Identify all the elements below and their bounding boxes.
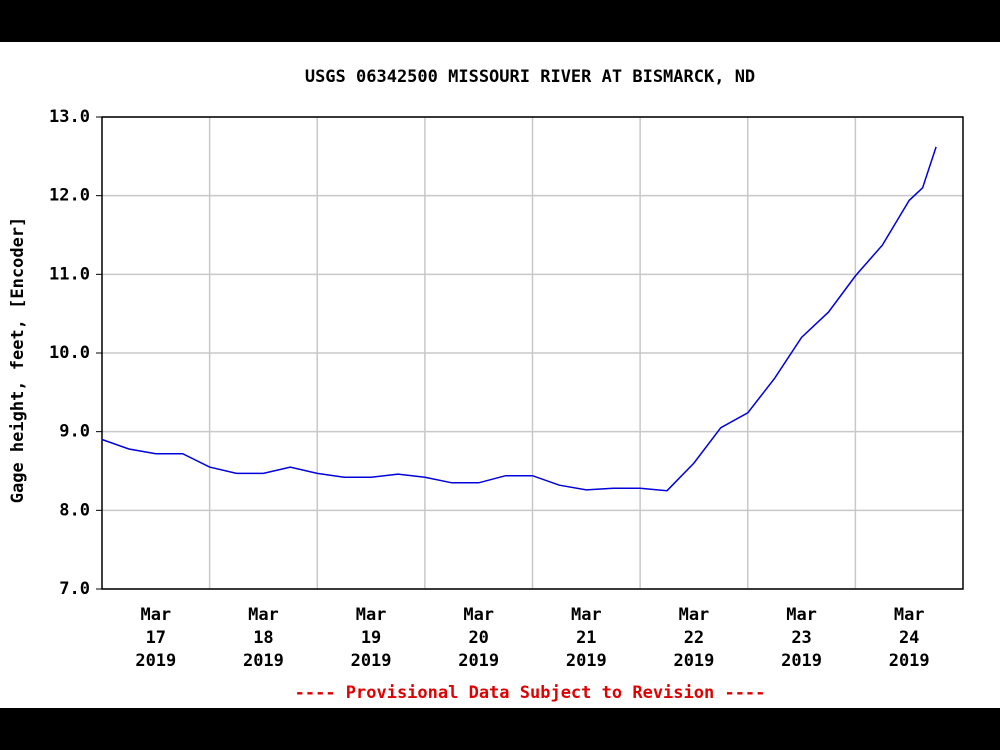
y-axis-label: Gage height, feet, [Encoder] [8,217,28,504]
y-tick-label: 9.0 [59,422,90,442]
footnote: ---- Provisional Data Subject to Revisio… [295,683,766,703]
y-tick-label: 7.0 [59,579,90,599]
background [0,42,1000,708]
x-tick-label: Mar 22 2019 [673,605,714,671]
x-tick-label: Mar 24 2019 [889,605,930,671]
x-tick-label: Mar 21 2019 [566,605,607,671]
plot-frame [101,116,964,590]
x-tick-label: Mar 23 2019 [781,605,822,671]
y-tick-label: 10.0 [49,343,90,363]
x-tick-label: Mar 20 2019 [458,605,499,671]
y-tick-label: 8.0 [59,500,90,520]
x-tick-label: Mar 19 2019 [351,605,392,671]
y-tick-label: 13.0 [49,107,90,127]
y-tick-label: 11.0 [49,264,90,284]
x-tick-label: Mar 17 2019 [135,605,176,671]
chart-title: USGS 06342500 MISSOURI RIVER AT BISMARCK… [305,67,755,87]
data-line [101,146,937,492]
x-tick-label: Mar 18 2019 [243,605,284,671]
y-tick-label: 12.0 [49,186,90,206]
